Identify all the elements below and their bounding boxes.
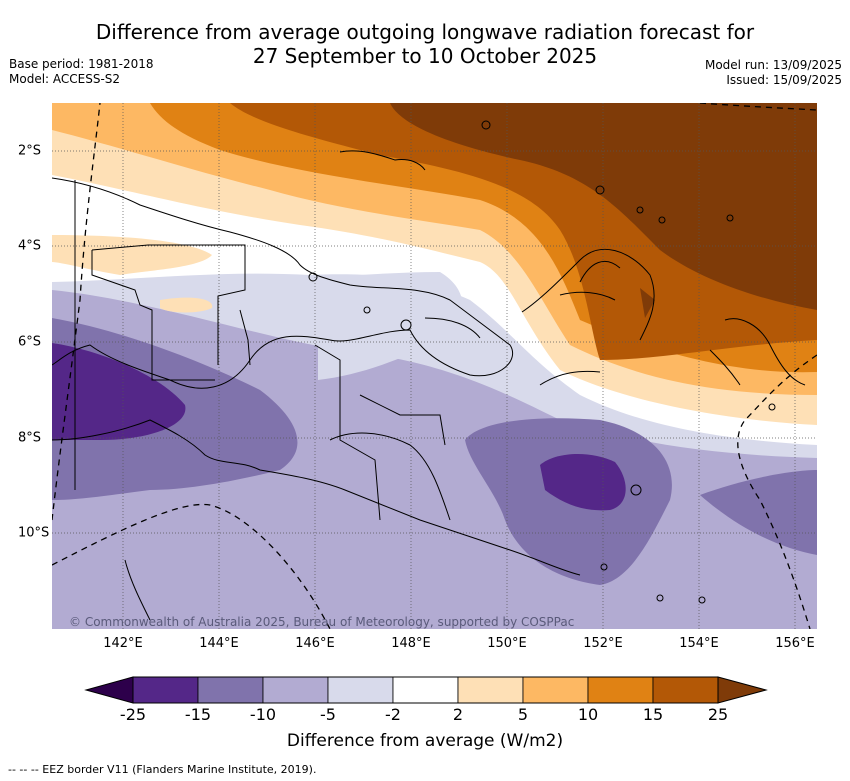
colorbar [84, 676, 768, 704]
anomaly-patch-pale-orange-2 [160, 297, 213, 313]
colorbar-frame [132, 676, 719, 704]
title-line-2: 27 September to 10 October 2025 [252, 44, 598, 68]
colorbar-segment [652, 676, 719, 704]
colorbar-tick-label: 10 [577, 705, 599, 724]
colorbar-tick-label: 25 [707, 705, 729, 724]
model-label: Model: ACCESS-S2 [9, 72, 121, 86]
longitude-tick-label: 146°E [295, 636, 335, 651]
model-run-label: Model run: 13/09/2025 [704, 58, 842, 72]
islands [308, 120, 776, 604]
colorbar-label: Difference from average (W/m2) [286, 731, 564, 751]
map-gridlines [52, 103, 817, 629]
colorbar-overflow [717, 676, 768, 704]
longitude-tick-label: 156°E [775, 636, 815, 651]
latitude-tick-label: 6°S [18, 334, 42, 350]
meta-right: Model run: 13/09/2025 Issued: 15/09/2025 [705, 58, 842, 88]
colorbar-tick-label: 5 [517, 705, 529, 724]
colorbar-tick-label: -25 [119, 705, 147, 724]
colorbar-underflow [84, 676, 134, 704]
eez-border [52, 103, 817, 629]
coastlines [52, 150, 806, 621]
latitude-tick-label: 8°S [18, 430, 42, 446]
colorbar-tick-label: -10 [249, 705, 277, 724]
longitude-tick-label: 152°E [583, 636, 623, 651]
anomaly-patch-light-lavender [318, 272, 463, 380]
longitude-tick-label: 150°E [487, 636, 527, 651]
colorbar-segment [392, 676, 459, 704]
longitude-tick-label: 154°E [679, 636, 719, 651]
meta-left: Base period: 1981-2018 Model: ACCESS-S2 [9, 57, 154, 87]
latitude-tick-label: 2°S [18, 143, 42, 159]
anomaly-band-plus25 [390, 103, 817, 310]
colorbar-segments [132, 676, 719, 704]
colorbar-tick-label: -5 [320, 705, 336, 724]
colorbar-tick-label: 2 [452, 705, 464, 724]
longitude-tick-label: 148°E [391, 636, 431, 651]
colorbar-segment [587, 676, 654, 704]
colorbar-segment [132, 676, 199, 704]
eez-footnote: -- -- -- EEZ border V11 (Flanders Marine… [8, 763, 317, 776]
copyright-notice: © Commonwealth of Australia 2025, Bureau… [69, 615, 575, 629]
chart-title: Difference from average outgoing longwav… [0, 20, 850, 68]
base-period-label: Base period: 1981-2018 [9, 57, 154, 71]
latitude-tick-label: 4°S [18, 238, 42, 254]
issued-label: Issued: 15/09/2025 [726, 73, 842, 87]
colorbar-segment [457, 676, 524, 704]
colorbar-segment [197, 676, 264, 704]
anomaly-patch-dark-brown [640, 288, 655, 318]
anomaly-band-minus15-east [700, 470, 817, 555]
colorbar-tick-label: -15 [184, 705, 212, 724]
anomaly-band-minus25-west [52, 343, 186, 440]
map-panel [52, 103, 817, 629]
longitude-tick-label: 142°E [103, 636, 143, 651]
colorbar-segment [327, 676, 394, 704]
anomaly-band-minus25-central [540, 454, 626, 511]
longitude-tick-label: 144°E [199, 636, 239, 651]
title-line-1: Difference from average outgoing longwav… [95, 20, 755, 44]
colorbar-tick-label: -2 [385, 705, 401, 724]
latitude-tick-label: 10°S [18, 525, 50, 541]
colorbar-segment [522, 676, 589, 704]
colorbar-segment [262, 676, 329, 704]
province-borders [74, 180, 446, 521]
colorbar-tick-label: 15 [642, 705, 664, 724]
